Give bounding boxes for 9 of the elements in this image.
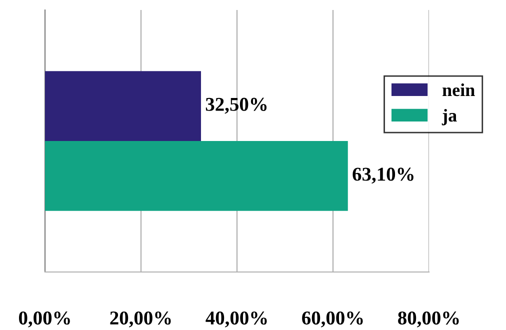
x-tick-label: 80,00% (398, 311, 459, 328)
data-label: 32,50% (206, 98, 267, 114)
x-tick-label: 60,00% (302, 311, 363, 328)
x-tick-label: 20,00% (110, 311, 171, 328)
x-tick-label: 0,00% (19, 311, 70, 328)
x-tick-label: 40,00% (206, 311, 267, 328)
legend-label: nein (442, 83, 475, 96)
legend-label: ja (442, 108, 457, 126)
data-label: 63,10% (352, 168, 414, 184)
